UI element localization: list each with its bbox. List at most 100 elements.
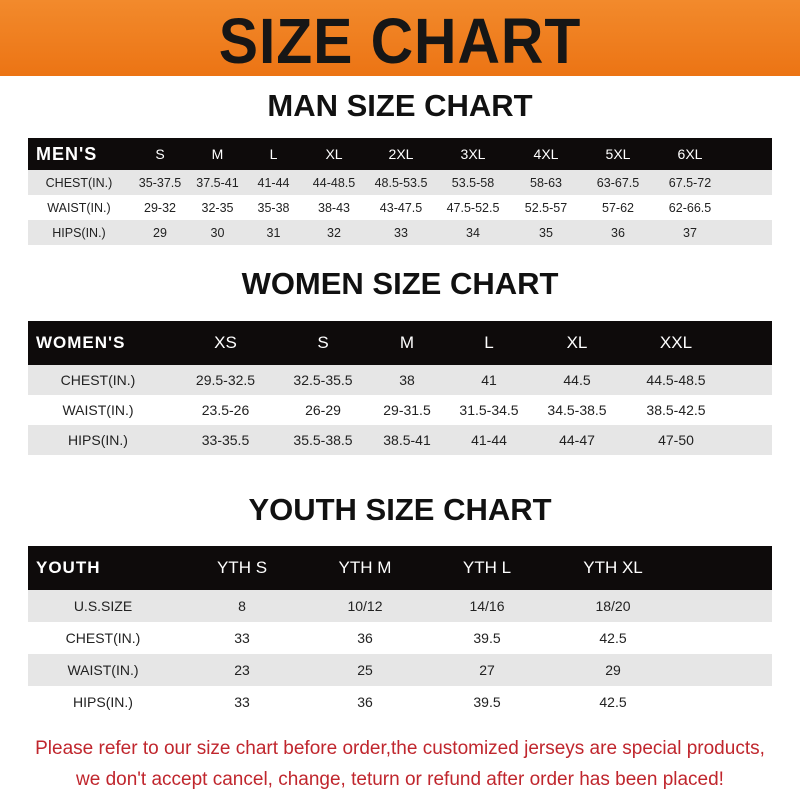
size-header: YTH M [338, 558, 392, 577]
cell-value: 32-35 [201, 200, 234, 215]
cell-value: 38-43 [318, 200, 350, 215]
size-header: L [484, 333, 494, 352]
cell-value: 29-32 [144, 200, 176, 215]
table-row: WAIST(IN.) 23.5-26 26-29 29-31.5 31.5-34.5 34… [28, 395, 772, 425]
cell-value: 23 [234, 662, 250, 678]
cell-value: 47.5-52.5 [446, 200, 500, 215]
header-row: YOUTH YTH S YTH M YTH L YTH XL [28, 546, 772, 590]
header-row: MEN'S S M L XL 2XL 3XL 4XL 5XL 6XL [28, 138, 772, 170]
cell-value: 33 [394, 225, 408, 240]
row-label: CHEST(IN.) [45, 175, 113, 190]
row-label: HIPS(IN.) [52, 225, 106, 240]
cell-value: 29-31.5 [383, 402, 431, 418]
row-label: HIPS(IN.) [73, 694, 133, 710]
row-label: U.S.SIZE [73, 598, 133, 614]
table-row: HIPS(IN.) 29 30 31 32 33 34 35 36 37 [28, 220, 772, 245]
cell-value: 35-37.5 [138, 175, 182, 190]
cell-value: 48.5-53.5 [374, 175, 428, 190]
table-row: CHEST(IN.) 29.5-32.5 32.5-35.5 38 41 44.5 44.5… [28, 365, 772, 395]
cell-value: 34.5-38.5 [547, 402, 607, 418]
cell-value: 25 [357, 662, 373, 678]
cell-value: 32 [327, 225, 341, 240]
cell-value: 62-66.5 [668, 200, 712, 215]
cell-value: 42.5 [599, 630, 627, 646]
size-header: 4XL [533, 146, 559, 162]
cell-value: 23.5-26 [201, 402, 250, 418]
table-row: CHEST(IN.) 35-37.5 37.5-41 41-44 44-48.5 48.5… [28, 170, 772, 195]
table-row: CHEST(IN.) 33 36 39.5 42.5 [28, 622, 772, 654]
size-header: XS [214, 333, 237, 352]
cell-value: 27 [479, 662, 495, 678]
cell-value: 36 [611, 225, 625, 240]
cell-value: 42.5 [599, 694, 627, 710]
size-header: S [317, 333, 329, 352]
cell-value: 18/20 [595, 598, 631, 614]
header-row: WOMEN'S XS S M L XL XXL [28, 321, 772, 365]
cell-value: 38 [399, 372, 415, 388]
size-header: XL [325, 146, 343, 162]
banner-title: SIZE CHART [218, 5, 582, 77]
size-header: 6XL [677, 146, 703, 162]
cell-value: 35-38 [257, 200, 290, 215]
women-size-table: WOMEN'S XS S M L XL XXL CHEST(IN.) 29.5-32.5 32.5… [28, 321, 772, 455]
cell-value: 41-44 [471, 432, 507, 448]
cell-value: 31 [266, 225, 281, 240]
table-label: MEN'S [36, 143, 98, 164]
women-section-title: WOMEN SIZE CHART [241, 266, 559, 301]
size-header: 3XL [460, 146, 486, 162]
table-row: HIPS(IN.) 33-35.5 35.5-38.5 38.5-41 41-44 44-… [28, 425, 772, 455]
size-header: YTH L [462, 558, 512, 577]
cell-value: 58-63 [530, 175, 562, 190]
table-row: WAIST(IN.) 29-32 32-35 35-38 38-43 43-47.5 47.… [28, 195, 772, 220]
cell-value: 67.5-72 [668, 175, 712, 190]
cell-value: 29 [605, 662, 621, 678]
cell-value: 57-62 [602, 200, 634, 215]
cell-value: 53.5-58 [451, 175, 495, 190]
cell-value: 41 [481, 372, 497, 388]
cell-value: 52.5-57 [524, 200, 568, 215]
cell-value: 14/16 [469, 598, 505, 614]
cell-value: 44.5-48.5 [646, 372, 706, 388]
size-header: YTH S [216, 558, 268, 577]
cell-value: 63-67.5 [596, 175, 640, 190]
youth-size-table: YOUTH YTH S YTH M YTH L YTH XL U.S.SIZE 8 10/12… [28, 546, 772, 718]
cell-value: 26-29 [305, 402, 341, 418]
size-header: M [211, 146, 224, 162]
row-label: HIPS(IN.) [68, 432, 128, 448]
notice-line-2: we don't accept cancel, change, teturn o… [76, 769, 724, 790]
cell-value: 31.5-34.5 [459, 402, 519, 418]
cell-value: 44-48.5 [312, 175, 356, 190]
cell-value: 8 [238, 598, 246, 614]
cell-value: 41-44 [257, 175, 290, 190]
cell-value: 36 [357, 694, 373, 710]
men-section-title: MAN SIZE CHART [267, 88, 533, 123]
cell-value: 10/12 [347, 598, 383, 614]
order-notice: Please refer to our size chart before or… [0, 733, 800, 795]
cell-value: 47-50 [658, 432, 694, 448]
cell-value: 44.5 [563, 372, 591, 388]
cell-value: 43-47.5 [379, 200, 423, 215]
notice-line-1: Please refer to our size chart before or… [35, 738, 765, 759]
size-header: M [399, 333, 415, 352]
size-header: YTH XL [583, 558, 643, 577]
row-label: WAIST(IN.) [47, 200, 111, 215]
cell-value: 38.5-42.5 [646, 402, 706, 418]
size-header: 5XL [605, 146, 631, 162]
cell-value: 36 [357, 630, 373, 646]
table-row: WAIST(IN.) 23 25 27 29 [28, 654, 772, 686]
cell-value: 38.5-41 [383, 432, 431, 448]
cell-value: 33 [234, 630, 250, 646]
cell-value: 44-47 [559, 432, 595, 448]
table-label: WOMEN'S [36, 333, 126, 352]
table-row: HIPS(IN.) 33 36 39.5 42.5 [28, 686, 772, 718]
cell-value: 33 [234, 694, 250, 710]
size-header: 2XL [388, 146, 414, 162]
size-header: XL [566, 333, 588, 352]
row-label: CHEST(IN.) [60, 372, 136, 388]
cell-value: 39.5 [473, 630, 501, 646]
cell-value: 35 [539, 225, 553, 240]
youth-section-title: YOUTH SIZE CHART [248, 492, 552, 527]
cell-value: 29.5-32.5 [195, 372, 256, 388]
table-label: YOUTH [36, 558, 101, 577]
